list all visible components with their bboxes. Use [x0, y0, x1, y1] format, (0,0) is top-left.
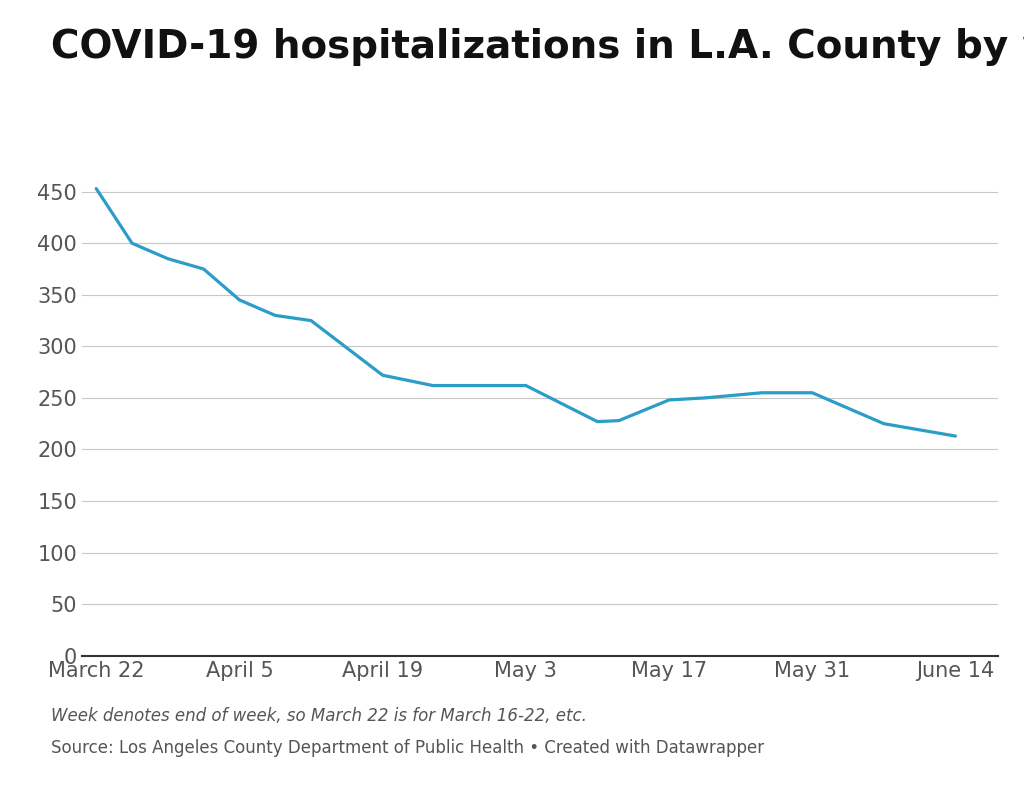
Text: Week denotes end of week, so March 22 is for March 16-22, etc.: Week denotes end of week, so March 22 is… [51, 707, 587, 725]
Text: Source: Los Angeles County Department of Public Health • Created with Datawrappe: Source: Los Angeles County Department of… [51, 739, 764, 757]
Text: COVID-19 hospitalizations in L.A. County by week: COVID-19 hospitalizations in L.A. County… [51, 28, 1024, 66]
